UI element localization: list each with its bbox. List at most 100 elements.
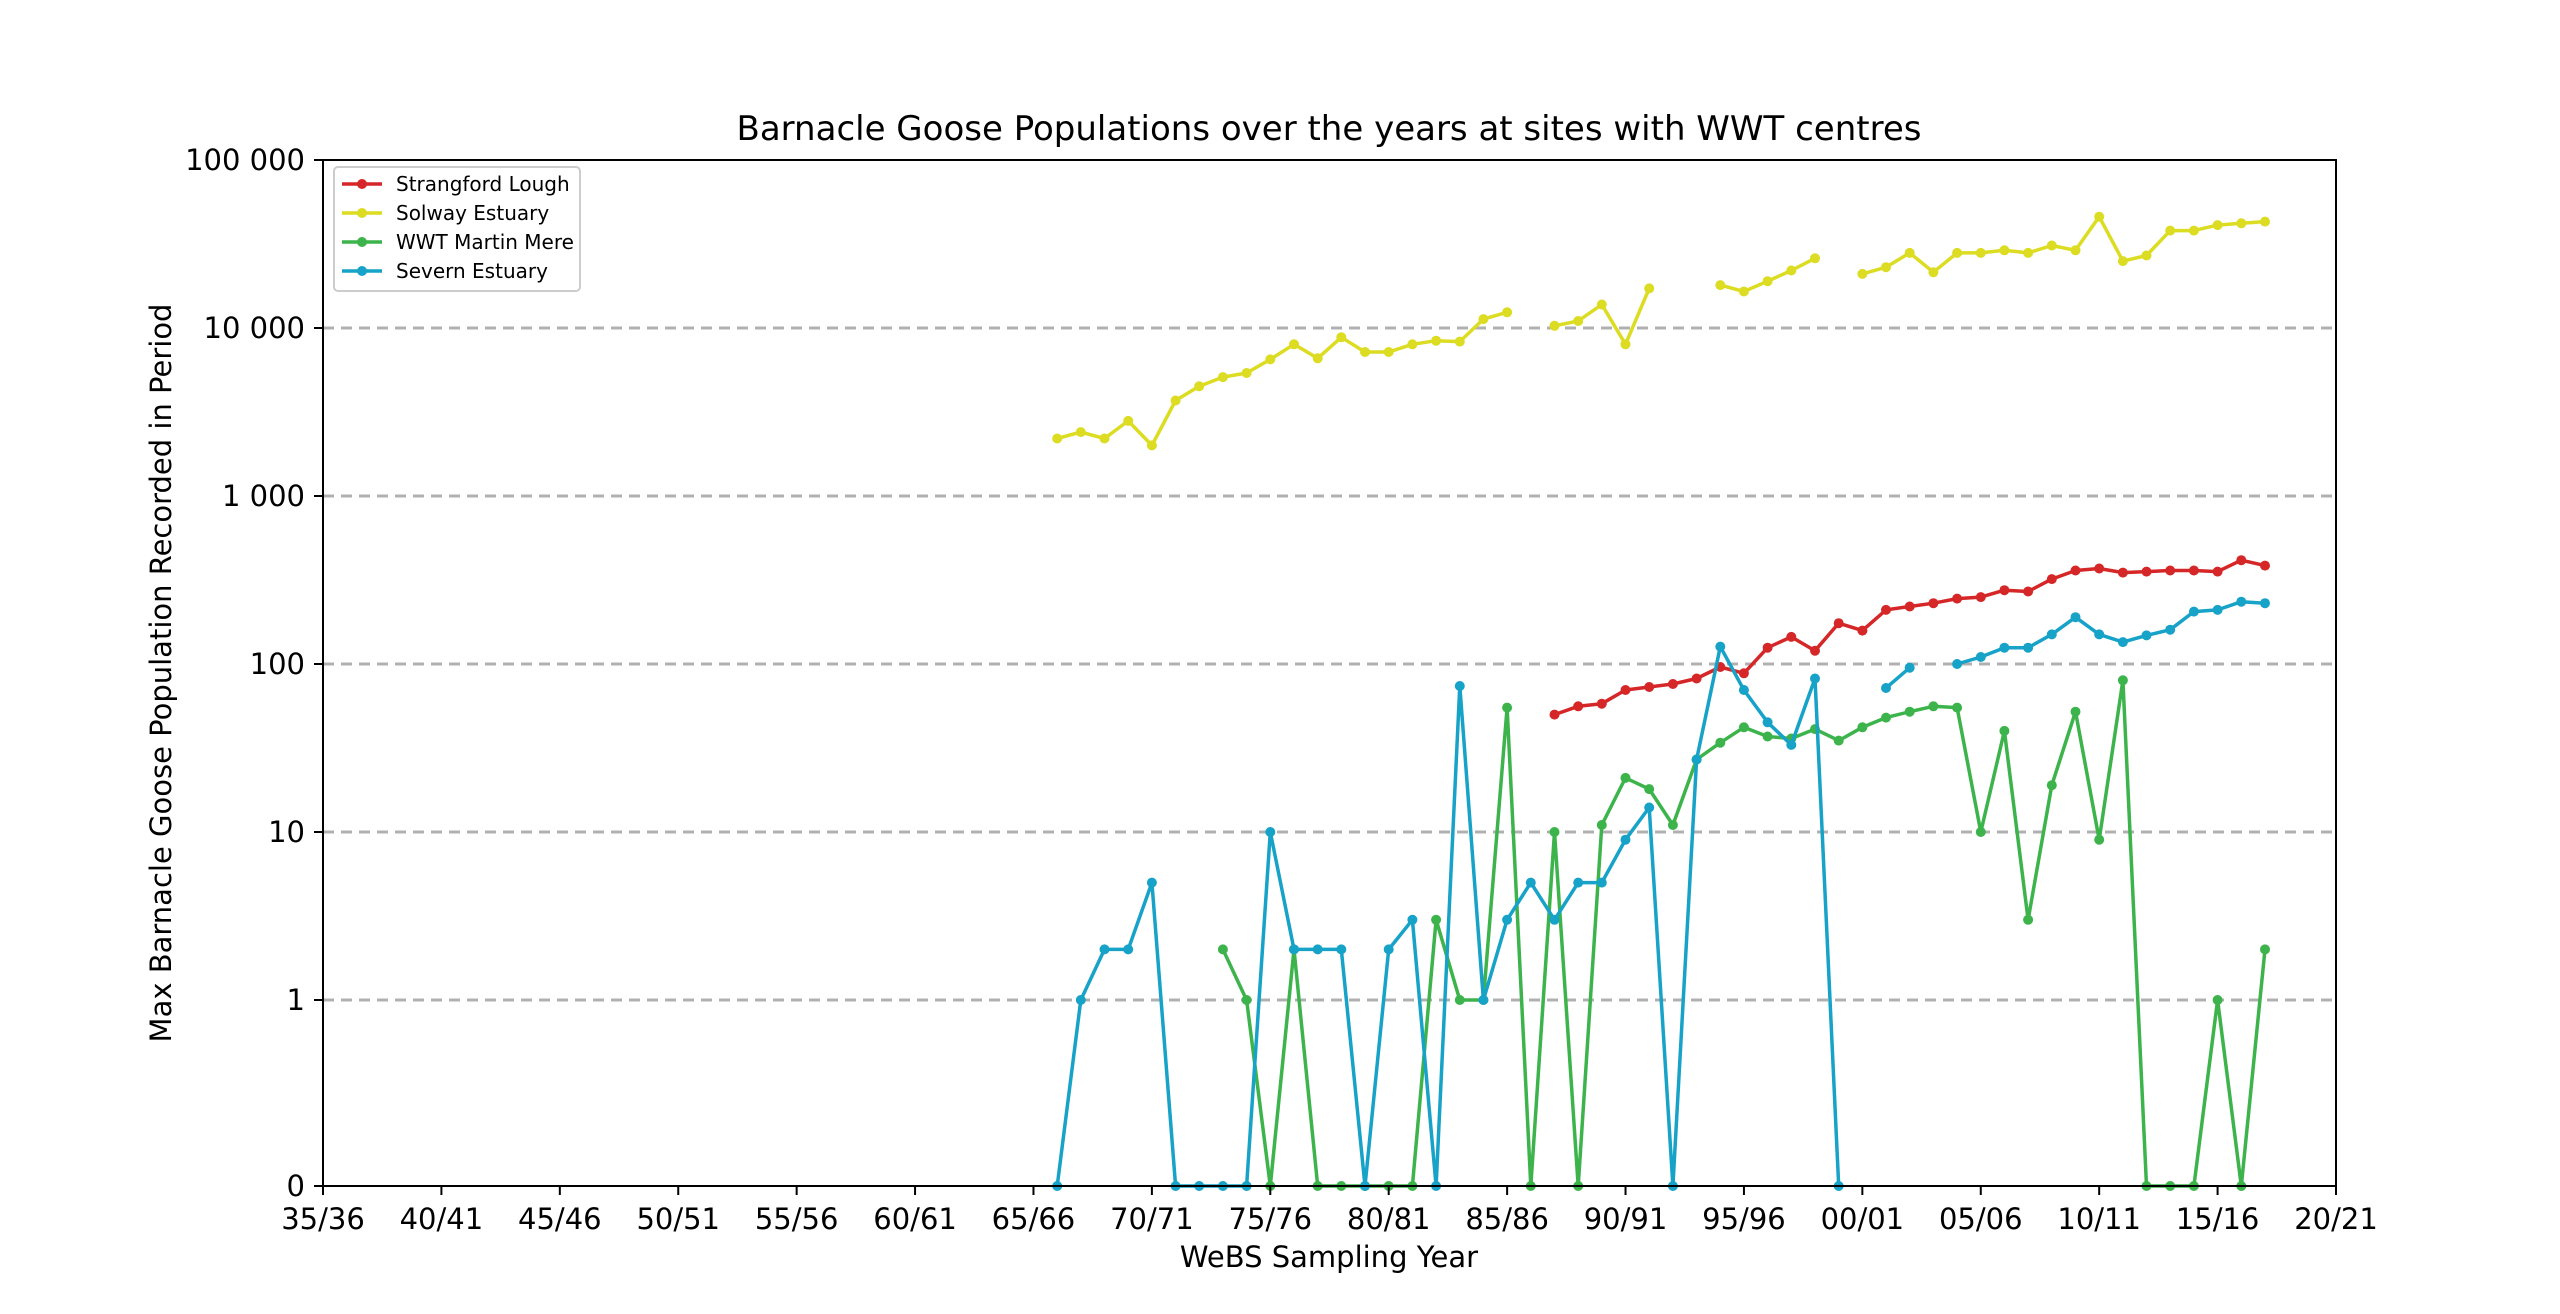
data-point bbox=[1904, 662, 1915, 673]
data-point bbox=[2117, 637, 2128, 648]
data-point bbox=[2023, 642, 2034, 653]
data-point bbox=[1881, 262, 1891, 273]
data-point bbox=[1549, 914, 1560, 925]
data-point bbox=[2117, 567, 2128, 578]
x-tick-label: 80/81 bbox=[1347, 1202, 1431, 1236]
data-point bbox=[1691, 754, 1702, 765]
data-point bbox=[1952, 247, 1963, 258]
data-point bbox=[1431, 914, 1442, 925]
data-point bbox=[1881, 712, 1891, 723]
data-point bbox=[1620, 772, 1631, 783]
data-point bbox=[1738, 722, 1749, 733]
data-point bbox=[2188, 606, 2199, 617]
data-point bbox=[1549, 320, 1560, 331]
chart-title: Barnacle Goose Populations over the year… bbox=[737, 109, 1922, 149]
x-tick-label: 70/71 bbox=[1110, 1202, 1194, 1236]
data-point bbox=[1762, 276, 1773, 287]
x-tick-label: 40/41 bbox=[400, 1202, 484, 1236]
x-tick-label: 95/96 bbox=[1702, 1202, 1786, 1236]
y-tick-label: 100 000 bbox=[185, 143, 305, 177]
data-point bbox=[1241, 995, 1252, 1005]
data-point bbox=[1644, 682, 1655, 692]
data-point bbox=[1052, 433, 1063, 444]
data-point bbox=[1857, 268, 1868, 279]
y-tick-label: 100 bbox=[250, 647, 305, 681]
data-point bbox=[2212, 566, 2223, 577]
data-point bbox=[1786, 265, 1797, 276]
data-point bbox=[1620, 339, 1631, 350]
data-point bbox=[1573, 316, 1584, 326]
data-point bbox=[1454, 336, 1465, 347]
data-point bbox=[2165, 565, 2176, 576]
data-point bbox=[2212, 995, 2223, 1005]
data-point bbox=[2260, 598, 2270, 609]
x-tick-label: 00/01 bbox=[1821, 1202, 1905, 1236]
data-point bbox=[2260, 216, 2270, 227]
data-point bbox=[1904, 601, 1915, 612]
data-point bbox=[2023, 247, 2034, 258]
data-point bbox=[2117, 675, 2128, 686]
data-point bbox=[1596, 877, 1607, 888]
data-point bbox=[1928, 598, 1939, 609]
data-point bbox=[2023, 914, 2034, 925]
data-point bbox=[1289, 944, 1299, 955]
data-point bbox=[1833, 618, 1844, 629]
data-point bbox=[2260, 560, 2270, 571]
data-point bbox=[2046, 574, 2057, 585]
data-point bbox=[2094, 211, 2105, 222]
data-point bbox=[1525, 877, 1536, 888]
plot-area-frame bbox=[322, 159, 2337, 1187]
y-tick-label: 10 000 bbox=[204, 311, 305, 345]
data-point bbox=[1502, 307, 1513, 318]
x-tick-label: 60/61 bbox=[873, 1202, 957, 1236]
legend-label: Strangford Lough bbox=[396, 172, 570, 196]
data-point bbox=[1928, 267, 1939, 278]
series-lines bbox=[1052, 211, 2270, 1191]
data-point bbox=[1502, 914, 1513, 925]
data-point bbox=[1644, 283, 1655, 294]
data-point bbox=[1099, 944, 1110, 955]
data-point bbox=[1928, 701, 1939, 712]
data-point bbox=[2094, 629, 2105, 640]
x-tick-label: 35/36 bbox=[281, 1202, 365, 1236]
data-point bbox=[1383, 944, 1394, 955]
data-point bbox=[1336, 332, 1347, 343]
data-point bbox=[1691, 673, 1702, 684]
data-point bbox=[1596, 698, 1607, 709]
data-point bbox=[1715, 737, 1726, 748]
data-point bbox=[2165, 225, 2176, 236]
data-point bbox=[1644, 802, 1655, 813]
series-line bbox=[1884, 666, 1911, 690]
data-point bbox=[1762, 717, 1773, 728]
data-point bbox=[1644, 784, 1655, 795]
data-point bbox=[1952, 593, 1963, 604]
data-point bbox=[1123, 415, 1134, 426]
data-point bbox=[1738, 286, 1749, 297]
legend-item: Solway Estuary bbox=[342, 201, 549, 225]
data-point bbox=[2070, 612, 2081, 623]
data-point bbox=[1810, 253, 1820, 264]
legend-swatch-marker bbox=[357, 208, 367, 218]
legend: Strangford Lough Solway Estuary WWT Martin… bbox=[333, 166, 581, 292]
data-point bbox=[1123, 944, 1134, 955]
data-point bbox=[1999, 245, 2010, 256]
data-point bbox=[1502, 702, 1513, 713]
data-point bbox=[1715, 280, 1726, 291]
x-tick-label: 75/76 bbox=[1229, 1202, 1313, 1236]
legend-swatch-marker bbox=[357, 266, 367, 276]
legend-item: WWT Martin Mere bbox=[342, 230, 574, 254]
y-tick-label: 1 bbox=[287, 983, 305, 1017]
data-point bbox=[2236, 218, 2247, 229]
x-tick-label: 45/46 bbox=[518, 1202, 602, 1236]
data-point bbox=[2070, 565, 2081, 576]
data-point bbox=[1762, 642, 1773, 653]
data-point bbox=[1217, 944, 1228, 955]
data-point bbox=[1999, 725, 2010, 736]
data-point bbox=[2094, 834, 2105, 845]
data-point bbox=[1573, 701, 1584, 712]
data-point bbox=[1146, 877, 1157, 888]
data-point bbox=[1360, 347, 1370, 357]
data-point bbox=[1407, 914, 1418, 925]
data-point bbox=[1715, 641, 1726, 652]
